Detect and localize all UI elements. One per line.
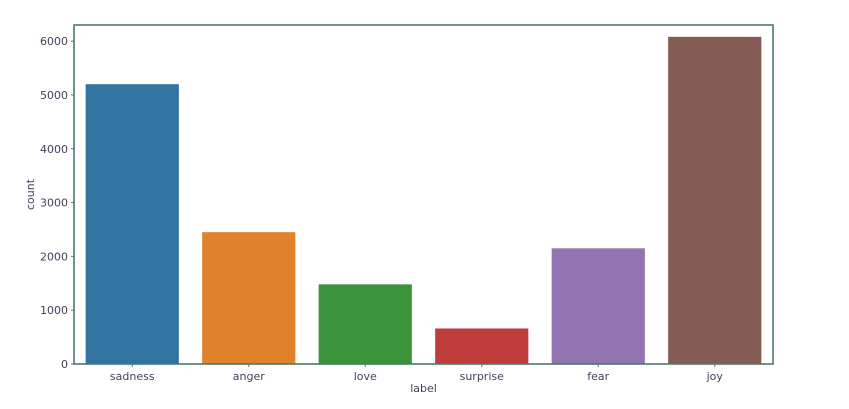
y-tick-label: 6000 [40, 35, 68, 48]
bar-sadness [85, 84, 179, 364]
bar-joy [668, 36, 762, 364]
bars-layer [85, 36, 762, 364]
x-tick-label: fear [587, 370, 609, 383]
bar-fear [551, 248, 645, 364]
y-axis-title: count [24, 178, 37, 210]
y-tick-label: 5000 [40, 89, 68, 102]
y-tick-label: 2000 [40, 250, 68, 263]
y-tick-label: 1000 [40, 304, 68, 317]
plot-frame [73, 24, 774, 365]
ticks-layer: sadness anger love surprise fear joy 0 1000 2000… [40, 35, 723, 383]
x-tick-label: anger [233, 370, 265, 383]
y-tick-label: 3000 [40, 197, 68, 210]
x-tick-label: sadness [110, 370, 155, 383]
y-tick-label: 0 [61, 358, 68, 371]
x-tick-label: joy [706, 370, 724, 383]
y-tick-label: 4000 [40, 143, 68, 156]
bar-surprise [435, 328, 529, 364]
x-axis-title: label [410, 382, 437, 395]
bar-anger [202, 232, 296, 364]
x-tick-label: love [354, 370, 377, 383]
bar-love [318, 284, 412, 364]
x-tick-label: surprise [460, 370, 505, 383]
